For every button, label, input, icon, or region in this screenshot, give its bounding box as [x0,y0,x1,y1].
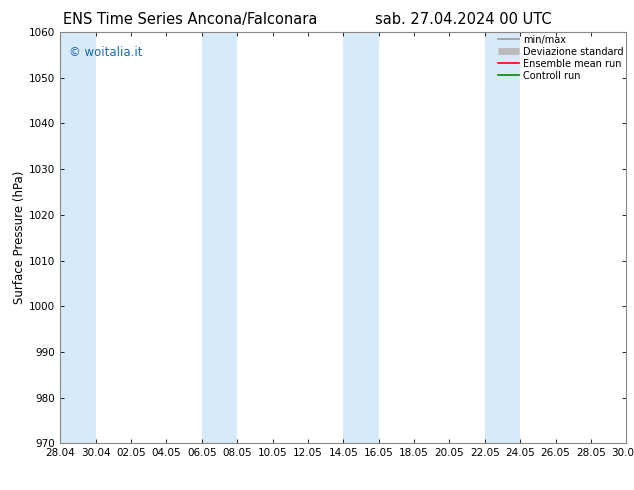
Bar [344,32,378,443]
Text: sab. 27.04.2024 00 UTC: sab. 27.04.2024 00 UTC [375,12,551,27]
Bar [60,32,96,443]
Bar [202,32,237,443]
Legend: min/max, Deviazione standard, Ensemble mean run, Controll run: min/max, Deviazione standard, Ensemble m… [498,35,623,80]
Text: ENS Time Series Ancona/Falconara: ENS Time Series Ancona/Falconara [63,12,318,27]
Bar [485,32,521,443]
Text: © woitalia.it: © woitalia.it [68,46,142,59]
Y-axis label: Surface Pressure (hPa): Surface Pressure (hPa) [13,171,27,304]
